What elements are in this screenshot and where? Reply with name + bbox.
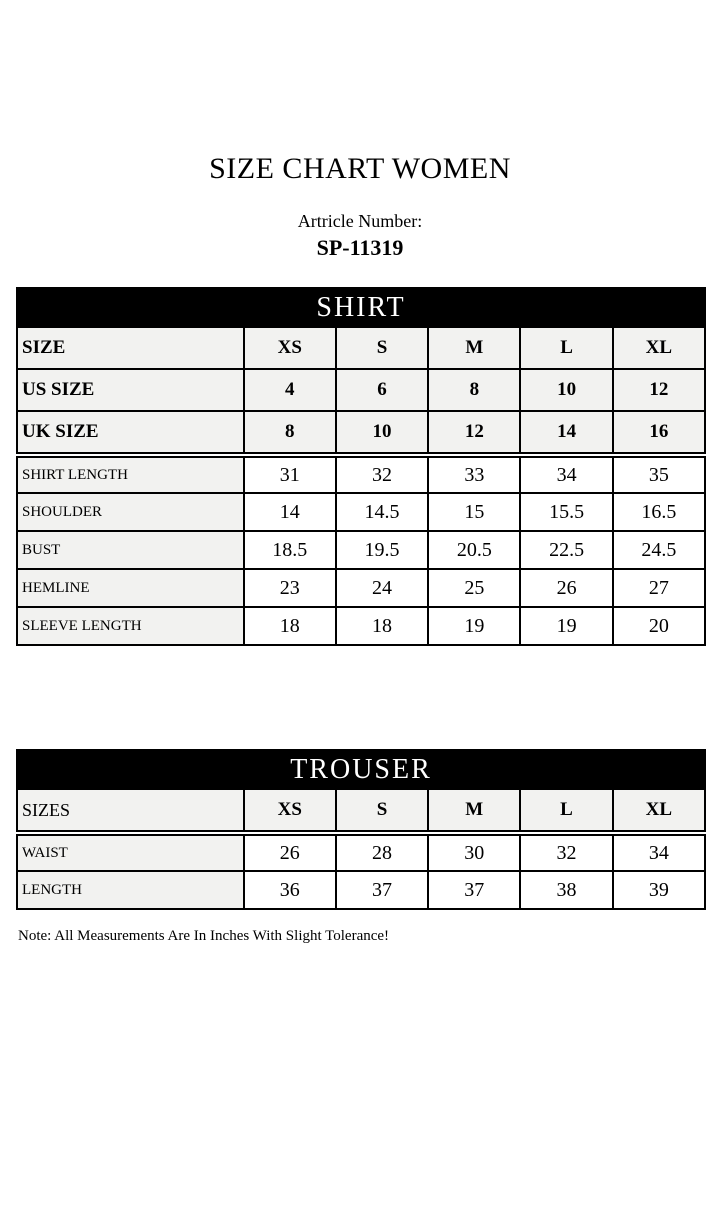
trouser-table-banner: TROUSER	[16, 749, 706, 790]
measurement-value-cell: 16.5	[611, 492, 707, 532]
measurement-value-cell: 18	[334, 606, 430, 646]
size-column-header: M	[427, 326, 522, 370]
shirt-size-table: SHIRT SIZE XS S M L XL US SIZE 4 6 8 10 12 UK SIZE 8 10…	[16, 287, 707, 646]
shirt-table-row: HEMLINE 23 24 25 26 27	[16, 568, 707, 608]
header-row-label: SIZE	[16, 326, 245, 370]
size-column-header: 10	[334, 410, 430, 456]
measurement-value-cell: 25	[427, 568, 522, 608]
header-row-label: SIZES	[16, 788, 245, 834]
article-number-label: Artricle Number:	[297, 211, 423, 231]
trouser-size-table: TROUSER SIZES XS S M L XL WAIST 26 28 30 32 34 LENGTH…	[16, 749, 707, 910]
measurement-value-cell: 22.5	[519, 530, 614, 570]
measurement-value-cell: 35	[611, 452, 707, 494]
trouser-table-row: SIZES XS S M L XL	[16, 788, 707, 834]
measurement-value-cell: 37	[427, 870, 522, 910]
size-column-header: 16	[611, 410, 707, 456]
size-column-header: 14	[519, 410, 614, 456]
measurement-value-cell: 39	[611, 870, 707, 910]
article-number-value: SP-11319	[316, 235, 404, 260]
measurement-row-label: SHOULDER	[16, 492, 245, 532]
measurement-value-cell: 23	[242, 568, 337, 608]
measurement-value-cell: 32	[519, 830, 614, 872]
size-column-header: S	[334, 788, 430, 834]
size-column-header: 10	[519, 368, 614, 412]
measurement-value-cell: 34	[519, 452, 614, 494]
measurement-value-cell: 19	[427, 606, 522, 646]
measurement-value-cell: 14	[242, 492, 337, 532]
measurement-value-cell: 33	[427, 452, 522, 494]
shirt-table-row: UK SIZE 8 10 12 14 16	[16, 410, 707, 456]
size-column-header: XL	[611, 788, 707, 834]
header-row-label: UK SIZE	[16, 410, 245, 456]
measurement-value-cell: 37	[334, 870, 430, 910]
measurement-value-cell: 27	[611, 568, 707, 608]
measurement-row-label: SLEEVE LENGTH	[16, 606, 245, 646]
measurement-value-cell: 31	[242, 452, 337, 494]
measurement-value-cell: 34	[611, 830, 707, 872]
trouser-table-row: WAIST 26 28 30 32 34	[16, 830, 707, 872]
measurement-value-cell: 15.5	[519, 492, 614, 532]
measurement-row-label: BUST	[16, 530, 245, 570]
measurement-row-label: SHIRT LENGTH	[16, 452, 245, 494]
measurement-value-cell: 28	[334, 830, 430, 872]
size-column-header: L	[519, 326, 614, 370]
measurement-value-cell: 14.5	[334, 492, 430, 532]
size-column-header: L	[519, 788, 614, 834]
trouser-table-row: LENGTH 36 37 37 38 39	[16, 870, 707, 910]
measurement-value-cell: 15	[427, 492, 522, 532]
measurement-value-cell: 24.5	[611, 530, 707, 570]
measurement-row-label: HEMLINE	[16, 568, 245, 608]
shirt-table-row: SHOULDER 14 14.5 15 15.5 16.5	[16, 492, 707, 532]
shirt-table-row: SHIRT LENGTH 31 32 33 34 35	[16, 452, 707, 494]
size-column-header: 6	[334, 368, 430, 412]
shirt-table-row: US SIZE 4 6 8 10 12	[16, 368, 707, 412]
measurement-value-cell: 30	[427, 830, 522, 872]
measurement-value-cell: 20	[611, 606, 707, 646]
measurement-value-cell: 18.5	[242, 530, 337, 570]
size-column-header: 4	[242, 368, 337, 412]
measurement-value-cell: 20.5	[427, 530, 522, 570]
size-column-header: XS	[242, 788, 337, 834]
size-column-header: S	[334, 326, 430, 370]
header-row-label: US SIZE	[16, 368, 245, 412]
measurement-value-cell: 36	[242, 870, 337, 910]
measurement-value-cell: 18	[242, 606, 337, 646]
page-title: SIZE CHART WOMEN	[209, 152, 511, 185]
measurement-value-cell: 26	[242, 830, 337, 872]
measurement-value-cell: 19.5	[334, 530, 430, 570]
size-column-header: M	[427, 788, 522, 834]
measurement-row-label: WAIST	[16, 830, 245, 872]
measurement-note: Note: All Measurements Are In Inches Wit…	[18, 928, 390, 944]
measurement-value-cell: 26	[519, 568, 614, 608]
shirt-table-banner: SHIRT	[16, 287, 706, 328]
size-column-header: XS	[242, 326, 337, 370]
size-column-header: 8	[242, 410, 337, 456]
size-column-header: 12	[427, 410, 522, 456]
measurement-value-cell: 32	[334, 452, 430, 494]
size-column-header: 8	[427, 368, 522, 412]
measurement-value-cell: 38	[519, 870, 614, 910]
size-column-header: XL	[611, 326, 707, 370]
shirt-table-row: SIZE XS S M L XL	[16, 326, 707, 370]
measurement-value-cell: 19	[519, 606, 614, 646]
shirt-table-row: BUST 18.5 19.5 20.5 22.5 24.5	[16, 530, 707, 570]
measurement-value-cell: 24	[334, 568, 430, 608]
shirt-table-row: SLEEVE LENGTH 18 18 19 19 20	[16, 606, 707, 646]
measurement-row-label: LENGTH	[16, 870, 245, 910]
size-column-header: 12	[611, 368, 707, 412]
